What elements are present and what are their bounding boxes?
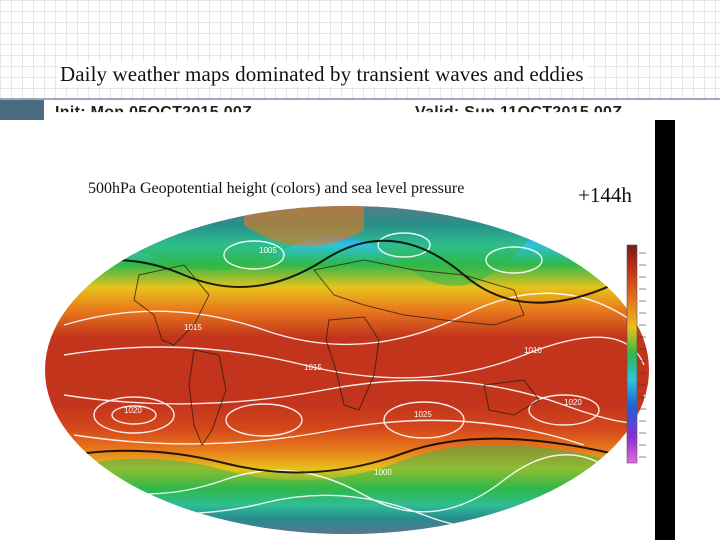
svg-text:1010: 1010 xyxy=(524,346,542,355)
northern-ridge xyxy=(244,206,364,247)
colorbar-svg xyxy=(626,244,646,464)
svg-text:1025: 1025 xyxy=(414,410,432,419)
map-svg: 1015 1015 1010 1020 1025 1005 1020 1000 xyxy=(45,206,649,534)
jet-contours xyxy=(45,239,649,474)
valid-time-label: Valid: Sun,11OCT2015 00Z xyxy=(415,104,622,112)
svg-text:1015: 1015 xyxy=(184,323,202,332)
svg-text:1020: 1020 xyxy=(564,398,582,407)
svg-text:1020: 1020 xyxy=(124,406,142,415)
right-edge-strip xyxy=(655,120,675,540)
slide-title: Daily weather maps dominated by transien… xyxy=(58,62,586,87)
pressure-labels: 1015 1015 1010 1020 1025 1005 1020 1000 xyxy=(124,246,582,477)
world-map: 1015 1015 1010 1020 1025 1005 1020 1000 xyxy=(44,205,650,535)
accent-bar xyxy=(0,100,44,120)
svg-text:1015: 1015 xyxy=(304,363,322,372)
map-heading: 500hPa Geopotential height (colors) and … xyxy=(88,180,465,197)
continents xyxy=(133,259,540,447)
title-rule xyxy=(0,98,720,100)
svg-text:1000: 1000 xyxy=(374,468,392,477)
forecast-hour: +144h xyxy=(578,183,632,207)
isobars xyxy=(63,232,649,530)
svg-text:1005: 1005 xyxy=(259,246,277,255)
colorbar-legend xyxy=(626,243,660,465)
init-time-label: Init: Mon,05OCT2015 00Z xyxy=(55,104,252,112)
